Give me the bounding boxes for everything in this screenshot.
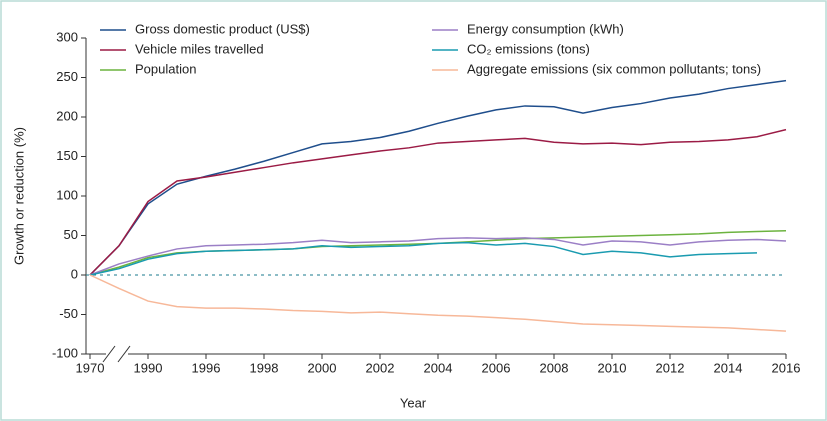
axis-break <box>117 345 131 363</box>
y-tick-label: 150 <box>56 148 78 163</box>
legend-label: CO₂ emissions (tons) <box>467 41 590 56</box>
legend-label: Population <box>135 61 196 76</box>
axis-break <box>102 345 116 363</box>
legend-label: Energy consumption (kWh) <box>467 21 624 36</box>
x-tick-label: 2008 <box>540 360 569 375</box>
legend-label: Gross domestic product (US$) <box>135 21 310 36</box>
series-line <box>89 241 758 276</box>
x-tick-label: 2010 <box>598 360 627 375</box>
series-line <box>89 79 787 276</box>
x-tick-label: 2004 <box>424 360 453 375</box>
y-axis-label: Growth or reduction (%) <box>11 127 26 265</box>
y-tick-label: 0 <box>71 266 78 281</box>
series-line <box>89 237 787 276</box>
series-line <box>89 128 787 276</box>
series-line <box>89 274 787 332</box>
y-tick-label: 50 <box>64 227 78 242</box>
y-tick-label: 250 <box>56 69 78 84</box>
x-tick-label: 2006 <box>482 360 511 375</box>
x-tick-label: 1990 <box>134 360 163 375</box>
y-tick-label: 300 <box>56 29 78 44</box>
x-tick-label: 1998 <box>250 360 279 375</box>
y-tick-label: -100 <box>52 345 78 360</box>
x-axis-label: Year <box>400 395 427 410</box>
x-tick-label: 2012 <box>656 360 685 375</box>
x-tick-label: 2016 <box>772 360 801 375</box>
legend-label: Aggregate emissions (six common pollutan… <box>467 61 761 76</box>
y-tick-label: 200 <box>56 108 78 123</box>
y-tick-label: 100 <box>56 187 78 202</box>
x-tick-label: 2000 <box>308 360 337 375</box>
x-tick-label: 1970 <box>76 360 105 375</box>
x-tick-label: 2002 <box>366 360 395 375</box>
legend-label: Vehicle miles travelled <box>135 41 264 56</box>
x-tick-label: 1996 <box>192 360 221 375</box>
y-tick-label: -50 <box>59 306 78 321</box>
x-tick-label: 2014 <box>714 360 743 375</box>
